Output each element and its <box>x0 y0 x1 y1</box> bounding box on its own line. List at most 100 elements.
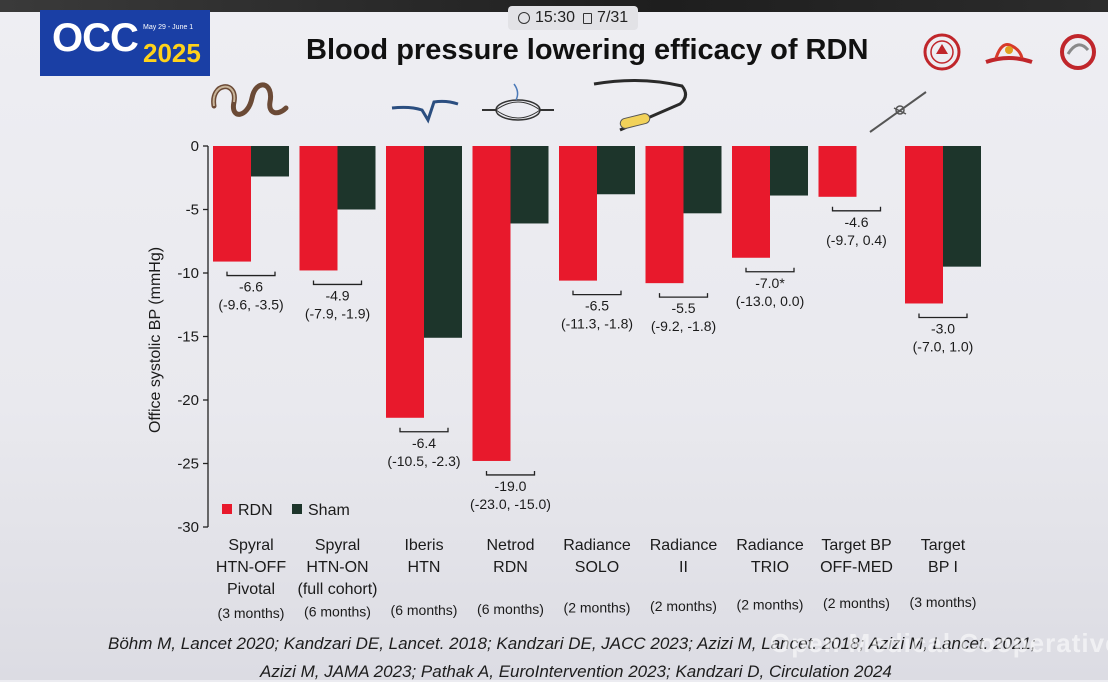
y-tick-label: 0 <box>191 138 199 155</box>
diff-value: -6.5 <box>585 298 609 314</box>
diff-bracket <box>572 290 622 296</box>
clock-icon <box>518 12 530 24</box>
status-page: 7/31 <box>597 9 629 26</box>
balloon-catheter-icon <box>593 78 687 132</box>
y-tick-label: -30 <box>177 519 199 536</box>
diff-bracket <box>485 470 536 476</box>
bar-sham <box>683 146 722 214</box>
y-tick-label: -15 <box>177 329 199 346</box>
bar-sham <box>337 146 376 210</box>
x-category-label: OFF-MED <box>820 559 893 576</box>
y-axis-label: Office systolic BP (mmHg) <box>147 247 164 433</box>
x-duration-label: (3 months) <box>218 605 285 621</box>
logo-year: 2025 <box>143 38 201 68</box>
legend: RDN Sham <box>222 502 350 519</box>
diff-ci: (-9.6, -3.5) <box>218 297 283 313</box>
diff-ci: (-9.2, -1.8) <box>651 318 716 334</box>
diff-value: -6.6 <box>239 279 263 295</box>
diff-value: -3.0 <box>931 320 955 336</box>
bp-bar-chart: Office systolic BP (mmHg) 0 -5 -10 -15 -20 -2… <box>147 138 981 621</box>
x-labels-group: Spyral HTN-OFF Pivotal (3 months) Spyral HTN-… <box>216 537 977 621</box>
diff-value: -5.5 <box>671 300 695 316</box>
bar-rdn <box>905 146 943 304</box>
legend-swatch-rdn <box>222 504 232 514</box>
diff-ci: (-11.3, -1.8) <box>561 316 633 332</box>
bar-rdn <box>732 146 770 258</box>
x-category-label: (full cohort) <box>297 581 377 598</box>
diff-ci: (-9.7, 0.4) <box>826 232 887 248</box>
y-axis: 0 -5 -10 -15 -20 -25 -30 <box>177 138 209 536</box>
x-category-label: Radiance <box>650 537 718 554</box>
bars-group <box>213 146 981 461</box>
logo-dates: May 29 - June 1 <box>143 24 194 31</box>
x-duration-label: (6 months) <box>391 602 458 618</box>
basket-catheter-icon <box>482 83 554 121</box>
needle-catheter-icon <box>869 91 927 133</box>
status-time: 15:30 <box>535 9 576 26</box>
diff-bracket <box>399 427 449 433</box>
bar-sham <box>510 146 549 224</box>
diff-value: -19.0 <box>495 478 527 494</box>
ultrasound-catheter-icon <box>391 99 459 124</box>
bar-sham <box>943 146 981 267</box>
y-tick-label: -5 <box>186 202 199 219</box>
y-tick-label: -10 <box>177 265 199 282</box>
diff-ci: (-23.0, -15.0) <box>470 496 551 512</box>
x-category-label: II <box>679 559 688 576</box>
bar-rdn <box>645 146 684 284</box>
x-category-label: Pivotal <box>227 581 275 598</box>
bar-sham <box>424 146 462 338</box>
x-duration-label: (3 months) <box>910 594 977 610</box>
x-category-label: SOLO <box>575 559 619 576</box>
x-category-label: Iberis <box>404 537 443 554</box>
bar-rdn <box>213 146 251 262</box>
x-category-label: TRIO <box>751 559 789 576</box>
diff-ci: (-10.5, -2.3) <box>387 453 460 469</box>
diff-bracket <box>226 271 276 277</box>
coil-catheter-icon <box>211 82 289 117</box>
x-duration-label: (2 months) <box>823 595 890 611</box>
annotations-group: -6.6 (-9.6, -3.5) -4.9 (-7.9, -1.9) -6.4 (-10… <box>218 206 973 512</box>
bar-sham <box>251 146 289 177</box>
diff-bracket <box>831 206 882 212</box>
watermark: Open Medical Cooperative <box>770 628 1108 658</box>
slide-title: Blood pressure lowering efficacy of RDN <box>306 34 869 66</box>
bar-rdn <box>386 146 424 418</box>
y-tick-label: -25 <box>177 456 199 473</box>
diff-bracket <box>312 280 363 286</box>
bar-sham <box>770 146 808 196</box>
bar-sham <box>597 146 635 195</box>
x-category-label: Target BP <box>821 537 891 554</box>
diff-value: -7.0* <box>755 275 785 291</box>
x-category-label: Radiance <box>736 537 804 554</box>
diff-ci: (-13.0, 0.0) <box>736 293 804 309</box>
diff-bracket <box>918 313 968 319</box>
references-line-2: Azizi M, JAMA 2023; Pathak A, EuroInterv… <box>260 662 892 681</box>
legend-label-sham: Sham <box>308 502 350 519</box>
circle-logo <box>1060 34 1096 70</box>
logo-text: OCC <box>52 16 139 60</box>
diff-value: -4.9 <box>325 287 349 303</box>
bar-rdn <box>472 146 511 461</box>
x-category-label: BP I <box>928 559 958 576</box>
diff-bracket <box>658 293 709 298</box>
legend-label-rdn: RDN <box>238 502 273 519</box>
bar-rdn <box>559 146 597 281</box>
x-duration-label: (2 months) <box>737 597 804 613</box>
diff-value: -4.6 <box>844 214 868 230</box>
x-duration-label: (2 months) <box>650 598 717 614</box>
legend-swatch-sham <box>292 504 302 514</box>
bar-rdn <box>299 146 338 271</box>
page-icon <box>583 12 593 24</box>
x-category-label: RDN <box>493 559 528 576</box>
x-category-label: HTN-OFF <box>216 559 286 576</box>
university-logo <box>923 33 961 71</box>
references-line-1: Böhm M, Lancet 2020; Kandzari DE, Lancet… <box>108 634 1036 653</box>
diff-value: -6.4 <box>412 435 436 451</box>
diff-bracket <box>745 267 795 273</box>
x-duration-label: (6 months) <box>304 604 371 620</box>
x-duration-label: (2 months) <box>564 599 631 615</box>
x-category-label: HTN-ON <box>306 559 368 576</box>
x-category-label: Netrod <box>486 537 534 554</box>
